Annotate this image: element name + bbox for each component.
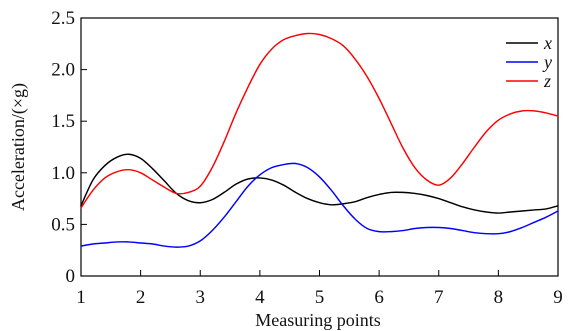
x-tick-label: 3 [196, 287, 206, 308]
x-tick-label: 4 [255, 287, 265, 308]
y-tick-label: 2.0 [51, 60, 75, 81]
x-tick-label: 7 [434, 287, 444, 308]
x-axis-title: Measuring points [255, 310, 381, 330]
x-tick-label: 9 [553, 287, 563, 308]
series-line-y [80, 162, 559, 248]
legend-label-z: z [543, 71, 551, 91]
series-line-x [80, 153, 559, 214]
y-tick-label: 0.5 [51, 214, 75, 235]
y-tick-label: 1.0 [51, 163, 75, 184]
series-line-z [80, 32, 559, 209]
x-tick-label: 2 [136, 287, 146, 308]
x-tick-label: 1 [76, 287, 86, 308]
y-tick-label: 1.5 [51, 111, 75, 132]
y-axis-title: Acceleration/(×g) [8, 83, 29, 211]
legend-label-y: y [542, 52, 552, 72]
x-tick-label: 6 [374, 287, 384, 308]
legend-label-x: x [543, 33, 552, 53]
y-tick-label: 2.5 [51, 8, 75, 29]
x-tick-label: 5 [315, 287, 325, 308]
x-tick-label: 8 [494, 287, 504, 308]
plot-area-frame [80, 17, 559, 277]
y-tick-label: 0 [66, 266, 76, 287]
